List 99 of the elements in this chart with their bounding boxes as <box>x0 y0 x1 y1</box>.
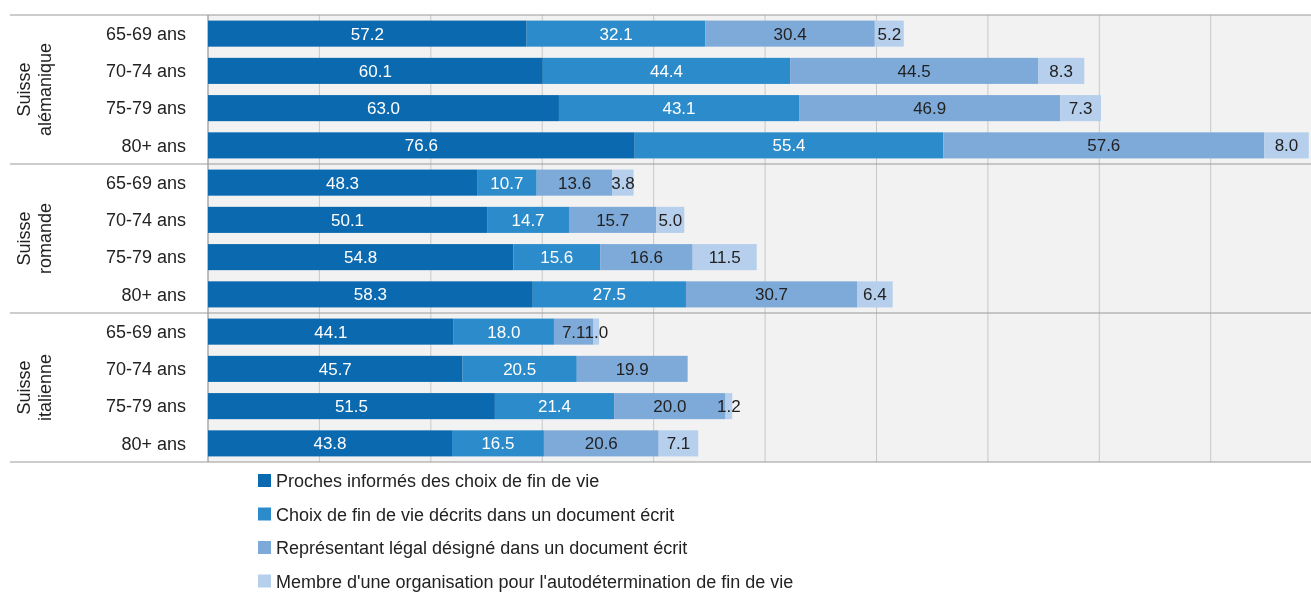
bar <box>943 132 1265 159</box>
y-tick-label: 70-74 ans <box>105 210 186 231</box>
bar <box>208 132 635 159</box>
data-label: 30.4 <box>773 24 807 44</box>
data-label: 18.0 <box>487 322 521 342</box>
y-tick-label: 75-79 ans <box>105 396 186 417</box>
data-label: 1.2 <box>717 397 741 417</box>
bar <box>526 20 706 47</box>
data-label: 20.6 <box>584 434 618 454</box>
text: Suisse italienne <box>14 353 56 422</box>
data-label: 20.0 <box>653 397 687 417</box>
legend-label: Membre d'une organisation pour l'autodétermination de fin de vie <box>276 571 794 592</box>
data-label: 15.6 <box>540 248 574 268</box>
bar <box>208 430 452 457</box>
data-label: 44.5 <box>897 61 931 81</box>
bar <box>208 169 478 196</box>
data-label: 1.0 <box>584 322 609 342</box>
bar <box>208 95 559 122</box>
data-label: 55.4 <box>772 136 806 156</box>
data-label: 16.6 <box>629 248 663 268</box>
bar <box>487 206 569 233</box>
text: Suisse romande <box>14 202 56 275</box>
data-label: 43.8 <box>313 434 347 454</box>
data-label: 27.5 <box>592 285 626 305</box>
bar <box>692 244 757 271</box>
y-tick-label: 80+ ans <box>121 433 186 454</box>
data-label: 7.1 <box>561 322 586 342</box>
y-tick-label: 65-69 ans <box>105 23 186 44</box>
bar <box>208 57 543 84</box>
data-label: 6.4 <box>862 285 887 305</box>
data-label: 54.8 <box>344 248 378 268</box>
data-label: 57.2 <box>350 24 384 44</box>
y-tick-label: 80+ ans <box>121 135 186 156</box>
data-label: 45.7 <box>318 359 352 379</box>
bar <box>543 430 659 457</box>
data-label: 5.0 <box>658 210 683 230</box>
bar <box>208 206 488 233</box>
data-label: 8.0 <box>1274 136 1299 156</box>
data-label: 7.1 <box>666 434 691 454</box>
data-label: 11.5 <box>708 248 741 268</box>
bar <box>453 318 554 345</box>
bar <box>790 57 1039 84</box>
bar <box>705 20 875 47</box>
bar <box>600 244 693 271</box>
data-label: 16.5 <box>481 434 515 454</box>
data-label: 51.5 <box>334 397 368 417</box>
y-tick-label: 65-69 ans <box>105 172 186 193</box>
bar <box>452 430 544 457</box>
data-label: 50.1 <box>331 210 365 230</box>
bar <box>208 244 514 271</box>
y-tick-label: 70-74 ans <box>105 61 186 82</box>
bar <box>494 393 615 420</box>
data-label: 43.1 <box>662 99 696 119</box>
bar <box>634 132 944 159</box>
data-label: 76.6 <box>404 136 438 156</box>
bar <box>558 95 800 122</box>
bar <box>685 281 857 308</box>
text: Suisse alémanique <box>14 42 56 137</box>
bar <box>513 244 601 271</box>
data-label: 44.1 <box>314 322 348 342</box>
data-label: 57.6 <box>1087 136 1121 156</box>
data-label: 8.3 <box>1049 61 1073 81</box>
bar <box>532 281 686 308</box>
bar <box>462 355 577 382</box>
legend-label: Proches informés des choix de fin de vie <box>276 471 600 492</box>
data-label: 58.3 <box>353 285 387 305</box>
y-tick-label: 75-79 ans <box>105 98 186 119</box>
data-label: 21.4 <box>537 397 572 417</box>
bar <box>208 393 495 420</box>
data-label: 13.6 <box>558 173 592 193</box>
bar <box>208 318 454 345</box>
data-label: 48.3 <box>325 173 360 193</box>
bar <box>208 20 527 47</box>
data-label: 30.7 <box>754 285 789 305</box>
data-label: 46.9 <box>913 99 947 119</box>
legend-label: Choix de fin de vie décrits dans un document écrit <box>276 504 675 525</box>
data-label: 32.1 <box>599 24 633 44</box>
bar <box>568 206 657 233</box>
bar <box>208 355 463 382</box>
y-tick-label: 75-79 ans <box>105 247 186 268</box>
bar <box>576 355 688 382</box>
data-label: 44.4 <box>649 61 684 81</box>
data-label: 63.0 <box>366 99 401 119</box>
bar <box>542 57 791 84</box>
data-label: 14.7 <box>511 210 545 230</box>
data-label: 5.2 <box>877 24 902 44</box>
data-label: 15.7 <box>596 210 630 230</box>
data-label: 7.3 <box>1068 99 1093 119</box>
bar <box>799 95 1061 122</box>
legend-label: Représentant légal désigné dans un document écrit <box>276 538 688 559</box>
y-tick-label: 65-69 ans <box>105 321 186 342</box>
data-label: 3.8 <box>611 173 635 193</box>
data-label: 60.1 <box>358 61 392 81</box>
y-tick-label: 70-74 ans <box>105 359 186 380</box>
bar <box>208 281 533 308</box>
data-label: 20.5 <box>503 359 537 379</box>
y-tick-label: 80+ ans <box>121 284 186 305</box>
data-label: 10.7 <box>490 173 524 193</box>
data-label: 19.9 <box>615 359 649 379</box>
